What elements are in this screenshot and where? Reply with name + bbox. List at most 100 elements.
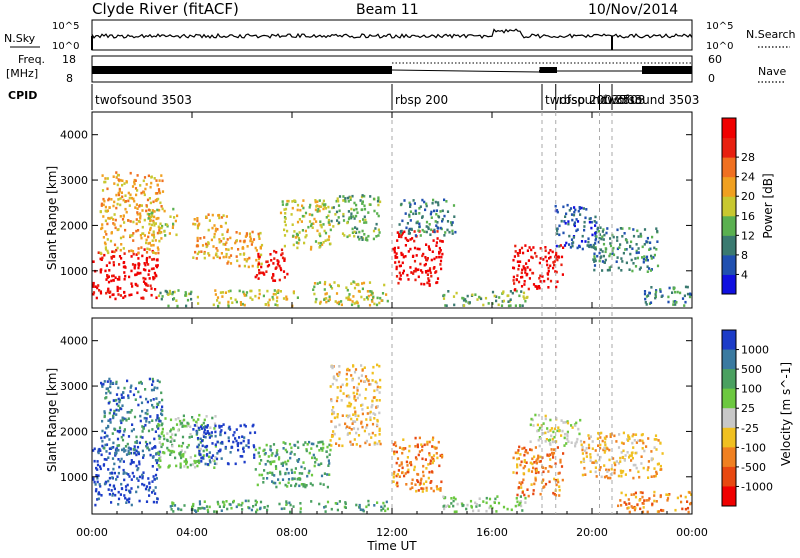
velocity-cell xyxy=(660,508,663,512)
velocity-cell xyxy=(539,426,542,430)
velocity-cell xyxy=(299,507,302,510)
velocity-cell xyxy=(171,504,174,507)
power-cell xyxy=(145,256,149,260)
velocity-cell xyxy=(330,398,333,401)
velocity-cell xyxy=(337,374,340,378)
power-cell xyxy=(434,220,437,223)
noise-panel-frame xyxy=(91,19,693,51)
power-cell xyxy=(544,255,547,259)
velocity-cell xyxy=(566,420,569,423)
power-cell xyxy=(137,220,140,223)
power-cell xyxy=(296,246,299,250)
power-cell xyxy=(441,218,444,221)
velocity-cell xyxy=(605,435,608,438)
velocity-cell xyxy=(376,419,379,423)
power-cell xyxy=(683,294,686,298)
velocity-cell xyxy=(512,471,515,474)
power-cell xyxy=(546,277,550,281)
velocity-cell xyxy=(335,442,338,445)
power-cell xyxy=(283,234,287,237)
velocity-cell xyxy=(345,383,348,387)
velocity-cell xyxy=(132,461,135,464)
velocity-cell xyxy=(198,500,201,503)
power-cell xyxy=(157,251,160,255)
colorbar-tick-label: 8 xyxy=(741,249,748,262)
velocity-cell xyxy=(152,446,156,449)
power-cell xyxy=(654,290,658,294)
velocity-cell xyxy=(264,463,267,466)
power-cell xyxy=(329,242,332,246)
power-cell xyxy=(342,212,345,216)
velocity-cell xyxy=(252,505,255,508)
power-cell xyxy=(340,303,343,307)
velocity-cell xyxy=(415,489,418,493)
power-cell xyxy=(243,303,246,307)
velocity-cell xyxy=(566,432,569,436)
power-cell xyxy=(283,208,286,211)
velocity-cell xyxy=(135,449,138,453)
velocity-cell xyxy=(411,486,414,489)
velocity-cell xyxy=(328,462,331,465)
power-cell xyxy=(147,217,150,220)
velocity-cell xyxy=(152,475,155,478)
velocity-cell xyxy=(647,437,650,440)
power-cell xyxy=(172,207,175,211)
power-cell xyxy=(132,239,135,242)
velocity-cell xyxy=(336,508,339,512)
power-cell xyxy=(104,230,107,233)
power-cell xyxy=(107,216,110,220)
power-cell xyxy=(125,210,128,214)
velocity-cell xyxy=(348,431,351,435)
power-cell xyxy=(644,301,647,304)
velocity-cell xyxy=(435,485,438,488)
power-cell xyxy=(646,258,649,262)
velocity-cell xyxy=(641,491,644,495)
power-cell xyxy=(586,244,589,247)
power-cell xyxy=(526,266,529,269)
velocity-cell xyxy=(532,466,535,470)
velocity-cell xyxy=(653,438,656,441)
velocity-cell xyxy=(617,504,620,508)
power-cell xyxy=(158,227,161,230)
velocity-cell xyxy=(556,446,559,449)
velocity-cell xyxy=(182,414,185,418)
velocity-cell xyxy=(140,401,144,405)
power-cell xyxy=(429,233,432,236)
velocity-cell xyxy=(627,506,630,509)
power-cell xyxy=(123,277,126,281)
velocity-cell xyxy=(220,429,223,432)
power-cell xyxy=(102,197,105,201)
power-cell xyxy=(313,285,316,289)
power-cell xyxy=(101,256,104,260)
power-cell xyxy=(370,290,373,293)
power-cell xyxy=(196,236,199,240)
velocity-cell xyxy=(444,505,448,508)
velocity-cell xyxy=(161,409,164,413)
velocity-cell xyxy=(248,506,251,510)
velocity-cell xyxy=(182,455,185,458)
velocity-cell xyxy=(312,453,315,457)
velocity-cell xyxy=(129,447,132,451)
power-cell xyxy=(113,213,116,216)
velocity-cell xyxy=(341,383,344,387)
velocity-cell xyxy=(113,487,116,491)
velocity-cell xyxy=(393,470,396,474)
velocity-cell xyxy=(345,414,348,418)
power-cell xyxy=(346,288,349,292)
velocity-cell xyxy=(523,446,526,450)
velocity-cell xyxy=(373,417,376,420)
power-cell xyxy=(555,270,558,274)
power-cell xyxy=(675,301,678,304)
velocity-cell xyxy=(552,491,555,495)
velocity-cell xyxy=(101,439,104,443)
colorbar-swatch xyxy=(722,388,736,409)
power-cell xyxy=(214,289,217,292)
velocity-cell xyxy=(620,451,623,454)
velocity-cell xyxy=(151,419,154,422)
power-cell xyxy=(325,297,328,300)
velocity-cell xyxy=(159,459,162,462)
velocity-cell xyxy=(606,470,609,473)
velocity-cell xyxy=(127,394,130,397)
colorbar-tick-label: 24 xyxy=(741,171,755,184)
power-cell xyxy=(207,241,210,244)
